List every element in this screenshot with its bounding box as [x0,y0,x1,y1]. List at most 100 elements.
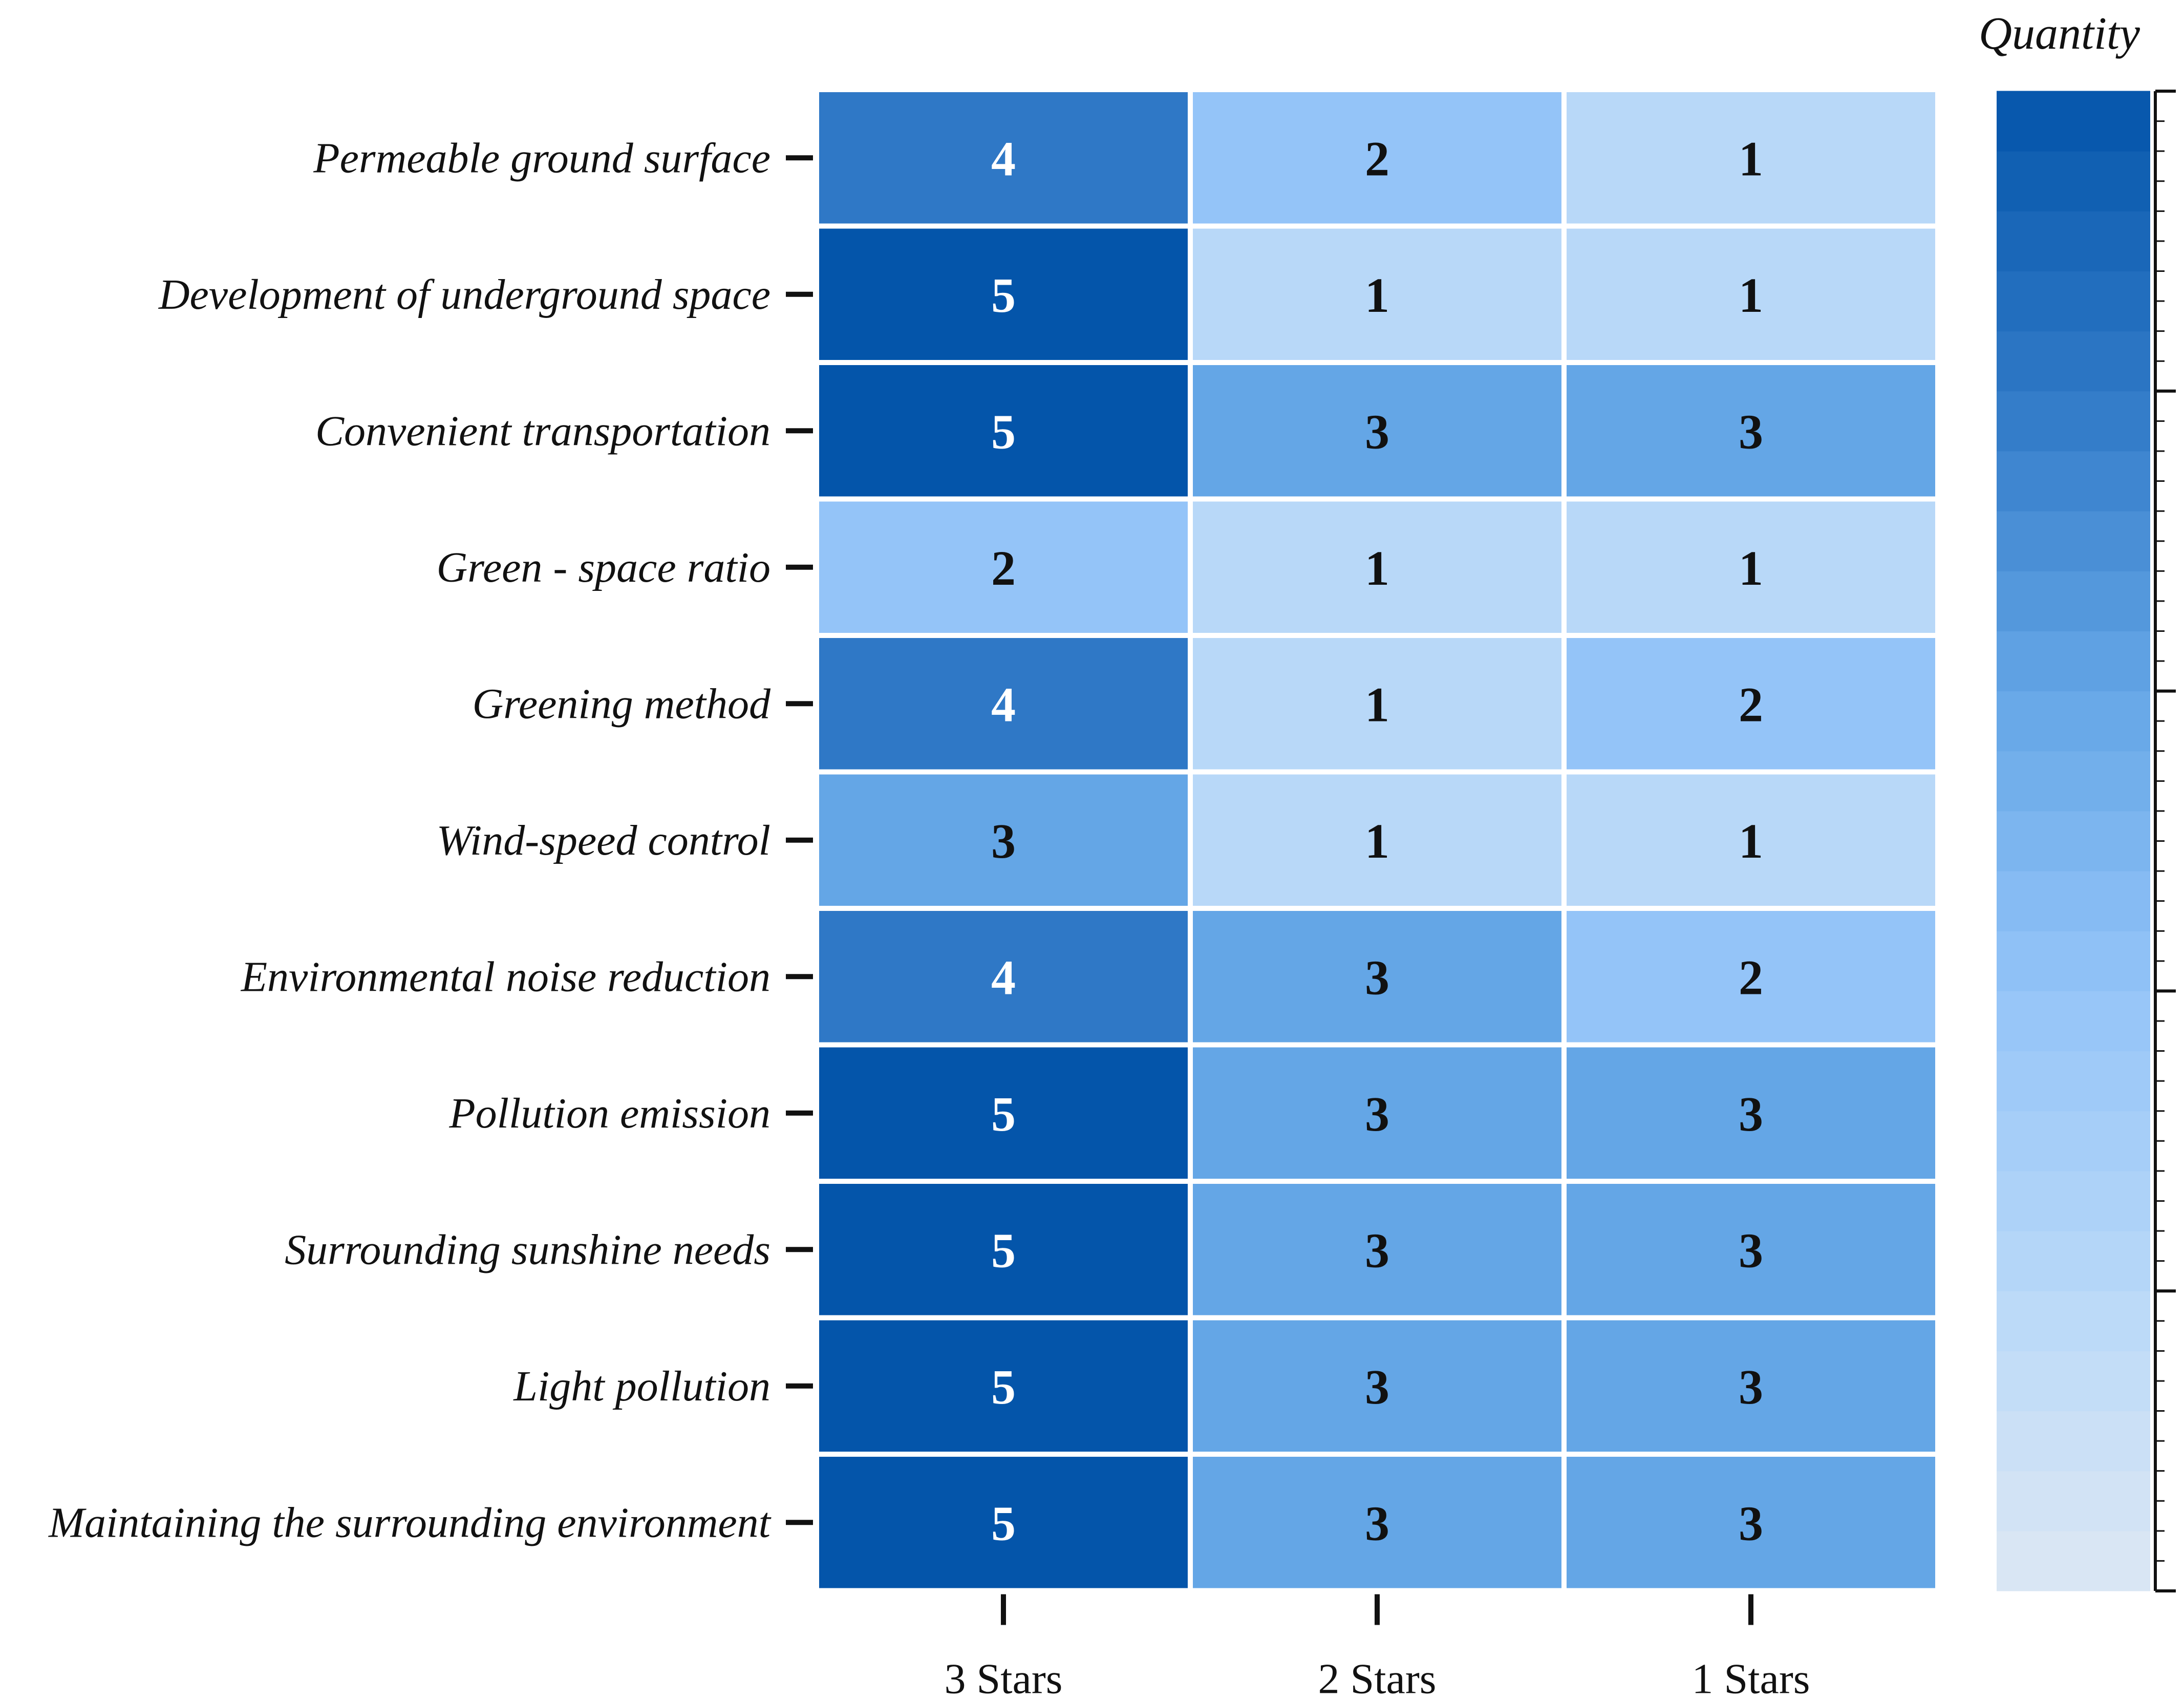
colorbar-segment [1997,630,2150,692]
colorbar-segment [1997,1290,2150,1351]
cell-value-label: 5 [991,1223,1016,1278]
cell-value-label: 3 [1739,1223,1763,1278]
column-labels: 3 Stars 2 Stars 1 Stars [945,1594,1810,1701]
row-label: Maintaining the surrounding environment [48,1499,772,1546]
colorbar-segment [1997,270,2150,332]
heatmap-cell [819,92,1188,224]
heatmap-cell [1567,1320,1935,1452]
heatmap-cell [1193,228,1561,360]
colorbar-segment [1997,1051,2150,1112]
colorbar-segment [1997,1411,2150,1472]
column-label: 3 Stars [945,1655,1063,1699]
cell-value-label: 3 [1739,1087,1763,1141]
colorbar-segment [1997,1171,2150,1231]
colorbar-segment [1997,151,2150,211]
row-label: Wind-speed control [437,817,770,864]
row-label: Permeable ground surface [313,134,770,182]
colorbar-segment [1997,91,2150,152]
row-label: Light pollution [513,1363,770,1410]
colorbar-segment [1997,1530,2150,1591]
heatmap-cell [1193,501,1561,633]
cell-value-label: 3 [1365,1359,1389,1414]
cell-value-label: 4 [991,131,1016,186]
heatmap-cell [819,228,1188,360]
colorbar-segment [1997,391,2150,452]
cell-value-label: 3 [1365,1496,1389,1550]
colorbar-segment [1997,751,2150,812]
heatmap-cell [1193,774,1561,906]
cell-value-label: 4 [991,677,1016,732]
cell-value-label: 2 [1365,131,1389,186]
column-label: 2 Stars [1318,1655,1437,1699]
heatmap-cell [1567,92,1935,224]
colorbar-segment [1997,870,2150,931]
heatmap-cell [1193,638,1561,770]
cell-value-label: 3 [1365,950,1389,1005]
heatmap-cell [819,1457,1188,1588]
cell-value-label: 1 [1739,268,1763,323]
column-label: 1 Stars [1692,1655,1810,1699]
cell-value-label: 5 [991,404,1016,459]
heatmap-cell [819,638,1188,770]
cell-value-label: 1 [1365,677,1389,732]
cell-value-label: 3 [1365,1223,1389,1278]
heatmap-cell [819,365,1188,497]
heatmap-cell [1193,365,1561,497]
heatmap-cell [1567,638,1935,770]
heatmap-cell [1567,1047,1935,1179]
colorbar-segment [1997,930,2150,991]
heatmap-cell [1193,1320,1561,1452]
colorbar-segment [1997,511,2150,571]
colorbar-segment [1997,1350,2150,1412]
heatmap-cells: 4 2 1 5 1 1 5 3 3 2 1 1 4 1 2 3 1 1 4 3 2 5 3 3 5 3 3 5 3 3 5 3 3 [819,92,1935,1588]
cell-value-label: 1 [1365,541,1389,596]
heatmap-cell [1567,1457,1935,1588]
cell-value-label: 1 [1739,131,1763,186]
cell-value-label: 3 [1365,404,1389,459]
row-label: Convenient transportation [315,407,770,455]
heatmap-cell [1193,1047,1561,1179]
heatmap-cell [1567,501,1935,633]
cell-value-label: 1 [1365,814,1389,868]
cell-value-label: 4 [991,950,1016,1005]
row-label: Greening method [473,680,771,728]
row-label: Green - space ratio [437,544,770,591]
cell-value-label: 1 [1365,268,1389,323]
colorbar-segment [1997,451,2150,512]
heatmap-cell [1193,92,1561,224]
cell-value-label: 1 [1739,814,1763,868]
heatmap-cell [819,911,1188,1043]
row-labels: Permeable ground surface Development of u… [48,134,813,1546]
heatmap-cell [1567,1184,1935,1315]
heatmap-cell [819,1320,1188,1452]
cell-value-label: 3 [991,814,1016,868]
cell-value-label: 2 [1739,950,1763,1005]
colorbar-segment [1997,331,2150,392]
colorbar: Quantity 012345 [1979,8,2176,1592]
row-label: Surrounding sunshine needs [285,1226,770,1273]
colorbar-segment [1997,1471,2150,1532]
colorbar-segment [1997,210,2150,271]
cell-value-label: 1 [1739,541,1763,596]
row-label: Pollution emission [448,1090,770,1137]
row-label: Development of underground space [158,271,770,318]
cell-value-label: 3 [1739,1359,1763,1414]
cell-value-label: 5 [991,1496,1016,1550]
colorbar-segment [1997,811,2150,871]
cell-value-label: 3 [1739,1496,1763,1550]
heatmap-cell [819,501,1188,633]
heatmap-cell [1193,911,1561,1043]
colorbar-segment [1997,570,2150,631]
cell-value-label: 5 [991,268,1016,323]
heatmap-cell [1567,911,1935,1043]
row-label: Environmental noise reduction [241,953,770,1001]
colorbar-segment [1997,990,2150,1052]
heatmap-cell [1567,228,1935,360]
heatmap-cell [1193,1184,1561,1315]
cell-value-label: 2 [1739,677,1763,732]
cell-value-label: 5 [991,1359,1016,1414]
cell-value-label: 3 [1365,1087,1389,1141]
heatmap-cell [819,1184,1188,1315]
